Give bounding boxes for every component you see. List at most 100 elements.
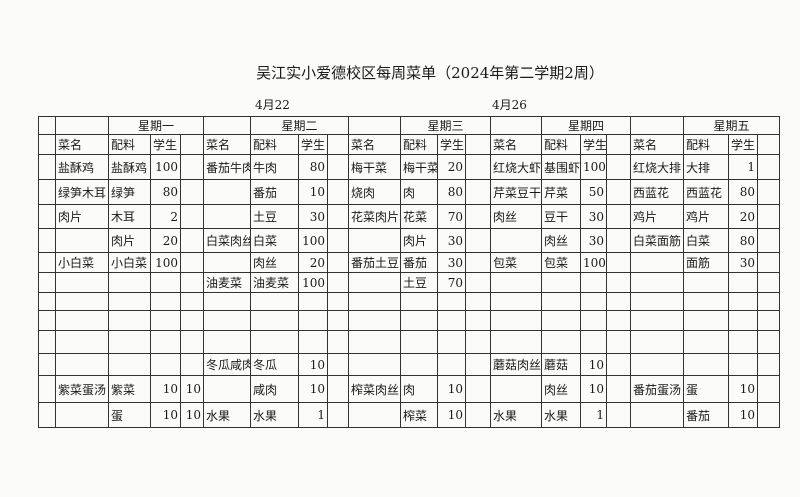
column-header: 学生: [298, 134, 328, 155]
column-header: 学生: [580, 134, 607, 155]
student-qty-cell: [298, 330, 328, 354]
extra-qty-cell: [465, 228, 491, 253]
ingredient-cell: 蘑菇: [541, 353, 581, 376]
column-header: 菜名: [348, 134, 401, 155]
row-marker-cell: [38, 292, 56, 311]
extra-qty-cell: [606, 292, 631, 311]
column-header: [465, 134, 491, 155]
column-header: [180, 134, 204, 155]
dish-name-cell: [490, 228, 542, 253]
student-qty-cell: 10: [580, 353, 607, 376]
ingredient-cell: 白菜: [250, 228, 299, 253]
student-qty-cell: 30: [728, 252, 758, 273]
dish-name-cell: [490, 375, 542, 403]
table-row: 盐酥鸡 盐酥鸡 100 番茄牛肉 牛肉 80 梅干菜 梅干菜 20 红烧大虾 基围虾 100 红烧大排大…: [38, 154, 780, 180]
ingredient-cell: [250, 310, 299, 331]
weekly-menu-table: 星期一 星期二 星期三 星期四 星期五 菜名 配料 学生 菜名 配料 学生 菜名 配料 学生 菜名 配料 学生菜…: [38, 116, 780, 428]
dish-name-cell: [630, 292, 684, 311]
student-qty-cell: [150, 330, 181, 354]
row-marker-cell: [38, 402, 56, 428]
ingredient-cell: 牛肉: [250, 154, 299, 180]
ingredient-cell: [108, 292, 151, 311]
day-label-1: 星期一: [108, 116, 204, 135]
student-qty-cell: 80: [728, 179, 758, 205]
student-qty-cell: 10: [580, 375, 607, 403]
student-qty-cell: [728, 330, 758, 354]
document-title: 吴江实小爱德校区每周菜单（2024年第二学期2周）: [256, 64, 604, 82]
extra-qty-cell: [180, 252, 204, 273]
row-marker-cell: [38, 134, 56, 155]
extra-qty-cell: [465, 330, 491, 354]
dish-name-cell: 水果: [490, 402, 542, 428]
extra-qty-cell: [757, 330, 780, 354]
table-row: 蛋 10 10 水果 水果 1 榨菜 10 水果 水果 1 番茄 10: [38, 402, 780, 428]
ingredient-cell: [683, 353, 729, 376]
dish-name-cell: 小白菜: [55, 252, 109, 273]
ingredient-cell: [683, 292, 729, 311]
ingredient-cell: [108, 353, 151, 376]
column-header: 学生: [150, 134, 181, 155]
dish-name-cell: [203, 375, 251, 403]
ingredient-cell: 豆干: [541, 204, 581, 229]
dish-name-cell: [630, 272, 684, 293]
extra-qty-cell: [465, 179, 491, 205]
dish-name-cell: [630, 353, 684, 376]
student-qty-cell: 10: [728, 402, 758, 428]
ingredient-cell: 肉片: [400, 228, 438, 253]
student-qty-cell: [580, 330, 607, 354]
dish-name-cell: 榨菜肉丝: [348, 375, 401, 403]
dish-name-cell: [203, 310, 251, 331]
student-qty-cell: [728, 272, 758, 293]
student-qty-cell: [437, 310, 466, 331]
student-qty-cell: [298, 292, 328, 311]
blank-cell: [55, 116, 109, 135]
ingredient-cell: 面筋: [683, 252, 729, 273]
dish-name-cell: 芹菜豆干: [490, 179, 542, 205]
student-qty-cell: 20: [437, 154, 466, 180]
extra-qty-cell: [180, 310, 204, 331]
extra-qty-cell: [757, 252, 780, 273]
ingredient-cell: 蛋: [683, 375, 729, 403]
start-date: 4月22: [255, 98, 290, 112]
dish-name-cell: 番茄蛋汤: [630, 375, 684, 403]
dish-name-cell: [490, 272, 542, 293]
extra-qty-cell: [757, 353, 780, 376]
blank-cell: [630, 116, 684, 135]
extra-qty-cell: [180, 204, 204, 229]
student-qty-cell: 80: [150, 179, 181, 205]
student-qty-cell: 100: [150, 154, 181, 180]
extra-qty-cell: [327, 272, 349, 293]
column-header: 菜名: [203, 134, 251, 155]
dish-name-cell: 鸡片: [630, 204, 684, 229]
student-qty-cell: 10: [150, 402, 181, 428]
extra-qty-cell: [465, 292, 491, 311]
table-row: [38, 330, 780, 354]
extra-qty-cell: [465, 204, 491, 229]
extra-qty-cell: [606, 272, 631, 293]
student-qty-cell: [150, 353, 181, 376]
row-marker-cell: [38, 252, 56, 273]
student-qty-cell: 20: [150, 228, 181, 253]
ingredient-cell: 肉片: [108, 228, 151, 253]
ingredient-cell: 西蓝花: [683, 179, 729, 205]
table-row: [38, 310, 780, 331]
column-header: 菜名: [55, 134, 109, 155]
ingredient-cell: [108, 272, 151, 293]
extra-qty-cell: [757, 292, 780, 311]
column-header: 菜名: [490, 134, 542, 155]
ingredient-cell: 土豆: [400, 272, 438, 293]
table-row: 紫菜蛋汤 紫菜 10 10 咸肉 10 榨菜肉丝肉 10 肉丝 10 番茄蛋汤蛋 10: [38, 375, 780, 403]
student-qty-cell: 100: [580, 154, 607, 180]
extra-qty-cell: [327, 353, 349, 376]
extra-qty-cell: [327, 228, 349, 253]
column-header: 配料: [250, 134, 299, 155]
student-qty-cell: 100: [580, 252, 607, 273]
student-qty-cell: 1: [298, 402, 328, 428]
table-row: 小白菜 小白菜 100 肉丝 20 番茄土豆 番茄 30 包菜 包菜 100 面筋 30: [38, 252, 780, 273]
student-qty-cell: 20: [728, 204, 758, 229]
table-row: 冬瓜咸肉 冬瓜 10 蘑菇肉丝 蘑菇 10: [38, 353, 780, 376]
column-header: 菜名: [630, 134, 684, 155]
dish-name-cell: [348, 228, 401, 253]
column-header: 配料: [683, 134, 729, 155]
ingredient-cell: 梅干菜: [400, 154, 438, 180]
